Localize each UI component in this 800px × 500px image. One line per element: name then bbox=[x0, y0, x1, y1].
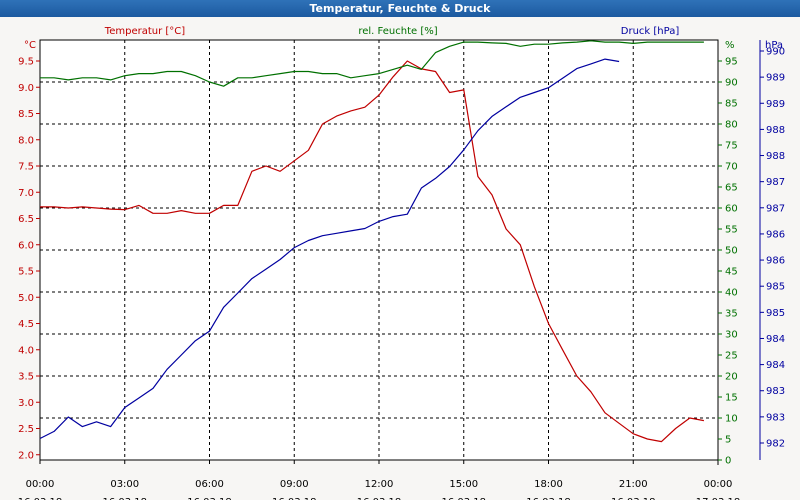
humidity-tick-label: 60 bbox=[725, 204, 738, 215]
x-tick-date: 17.03.18 bbox=[696, 497, 741, 500]
humidity-tick-label: 0 bbox=[725, 456, 731, 467]
humidity-tick-label: 70 bbox=[725, 162, 738, 173]
x-tick-date: 16.03.18 bbox=[441, 497, 486, 500]
chart: 00:00 16.03.18 03:00 16.03.18 06:00 16.03.18 0… bbox=[18, 26, 785, 500]
temperature-tick-label: 8.0 bbox=[18, 135, 34, 146]
temperature-tick-label: 5.5 bbox=[18, 267, 34, 278]
x-tick-time: 06:00 bbox=[195, 479, 224, 490]
temperature-tick-label: 6.0 bbox=[18, 240, 34, 251]
pressure-tick-label: 988 bbox=[766, 151, 785, 162]
humidity-legend: rel. Feuchte [%] bbox=[358, 26, 437, 37]
humidity-tick-label: 20 bbox=[725, 372, 738, 383]
humidity-tick-label: 50 bbox=[725, 246, 738, 257]
temperature-tick-label: 5.0 bbox=[18, 293, 34, 304]
x-tick-time: 03:00 bbox=[110, 479, 139, 490]
x-tick-time: 09:00 bbox=[280, 479, 309, 490]
temperature-legend: Temperatur [°C] bbox=[104, 26, 185, 37]
temperature-unit: °C bbox=[24, 40, 36, 51]
humidity-tick-label: 95 bbox=[725, 57, 738, 68]
x-tick-time: 15:00 bbox=[449, 479, 478, 490]
x-tick-date: 16.03.18 bbox=[611, 497, 656, 500]
humidity-tick-label: 80 bbox=[725, 120, 738, 131]
x-tick-date: 16.03.18 bbox=[526, 497, 571, 500]
humidity-tick-label: 5 bbox=[725, 435, 731, 446]
pressure-tick-label: 987 bbox=[766, 203, 785, 214]
temperature-tick-label: 2.0 bbox=[18, 450, 34, 461]
humidity-tick-label: 65 bbox=[725, 183, 738, 194]
x-tick-date: 16.03.18 bbox=[187, 497, 232, 500]
pressure-tick-label: 989 bbox=[766, 73, 785, 84]
temperature-tick-label: 4.0 bbox=[18, 345, 34, 356]
pressure-tick-label: 986 bbox=[766, 229, 785, 240]
pressure-tick-label: 989 bbox=[766, 99, 785, 110]
x-tick-time: 18:00 bbox=[534, 479, 563, 490]
temperature-tick-label: 2.5 bbox=[18, 424, 34, 435]
x-tick-date: 16.03.18 bbox=[357, 497, 402, 500]
pressure-tick-label: 984 bbox=[766, 334, 785, 345]
pressure-legend: Druck [hPa] bbox=[621, 26, 680, 37]
temperature-tick-label: 7.0 bbox=[18, 188, 34, 199]
temperature-line bbox=[40, 60, 705, 443]
humidity-tick-label: 85 bbox=[725, 99, 738, 110]
humidity-tick-label: 90 bbox=[725, 78, 738, 89]
pressure-tick-label: 983 bbox=[766, 412, 785, 423]
pressure-line bbox=[39, 58, 620, 440]
pressure-tick-label: 990 bbox=[766, 47, 785, 58]
humidity-unit: % bbox=[725, 40, 735, 51]
temperature-tick-label: 9.0 bbox=[18, 83, 34, 94]
x-tick-time: 21:00 bbox=[619, 479, 648, 490]
temperature-tick-label: 4.5 bbox=[18, 319, 34, 330]
humidity-tick-label: 30 bbox=[725, 330, 738, 341]
x-tick-time: 12:00 bbox=[365, 479, 394, 490]
x-tick-date: 16.03.18 bbox=[102, 497, 147, 500]
humidity-tick-label: 15 bbox=[725, 393, 738, 404]
x-tick-time: 00:00 bbox=[26, 479, 55, 490]
pressure-tick-label: 985 bbox=[766, 282, 785, 293]
temperature-tick-label: 3.0 bbox=[18, 398, 34, 409]
x-tick-time: 00:00 bbox=[704, 479, 733, 490]
pressure-tick-label: 985 bbox=[766, 308, 785, 319]
humidity-tick-label: 10 bbox=[725, 414, 738, 425]
pressure-tick-label: 987 bbox=[766, 177, 785, 188]
humidity-tick-label: 25 bbox=[725, 351, 738, 362]
pressure-tick-label: 983 bbox=[766, 386, 785, 397]
pressure-tick-label: 988 bbox=[766, 125, 785, 136]
window-title: Temperatur, Feuchte & Druck bbox=[0, 0, 800, 17]
temperature-tick-label: 7.5 bbox=[18, 162, 34, 173]
humidity-tick-label: 35 bbox=[725, 309, 738, 320]
temperature-tick-label: 9.5 bbox=[18, 57, 34, 68]
humidity-tick-label: 40 bbox=[725, 288, 738, 299]
temperature-tick-label: 6.5 bbox=[18, 214, 34, 225]
temperature-tick-label: 8.5 bbox=[18, 109, 34, 120]
pressure-tick-label: 984 bbox=[766, 360, 785, 371]
x-tick-date: 16.03.18 bbox=[272, 497, 317, 500]
pressure-unit: hPa bbox=[765, 40, 783, 51]
x-tick-date: 16.03.18 bbox=[18, 497, 63, 500]
pressure-tick-label: 986 bbox=[766, 256, 785, 267]
temperature-tick-label: 3.5 bbox=[18, 372, 34, 383]
humidity-tick-label: 75 bbox=[725, 141, 738, 152]
humidity-tick-label: 55 bbox=[725, 225, 738, 236]
pressure-tick-label: 982 bbox=[766, 439, 785, 450]
humidity-tick-label: 45 bbox=[725, 267, 738, 278]
humidity-line bbox=[40, 40, 704, 87]
